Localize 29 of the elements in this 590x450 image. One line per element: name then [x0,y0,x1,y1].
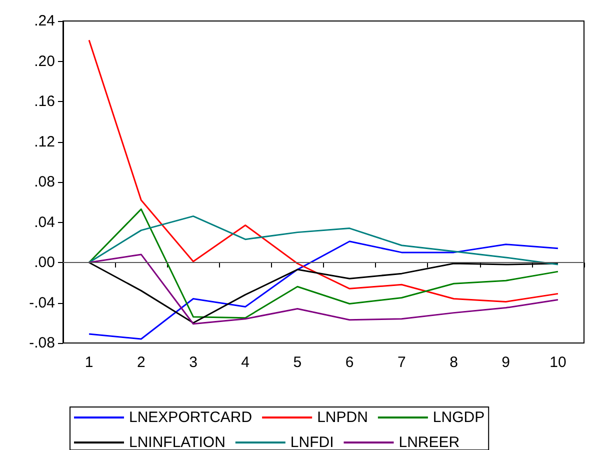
legend-label: LNEXPORTCARD [129,409,252,426]
x-tick-label: 4 [241,354,250,371]
y-tick-label: .04 [34,214,55,231]
y-tick-label: -.08 [29,334,55,352]
y-tick-label: .24 [34,12,55,30]
x-tick-label: 5 [293,354,302,371]
legend-label: LNINFLATION [129,434,226,450]
y-tick-label: .12 [34,133,55,150]
line-series [88,240,559,340]
x-tick-label: 3 [189,354,198,371]
line-series [88,39,559,302]
y-tick-label: .00 [34,254,55,271]
y-tick-label: .08 [34,174,55,190]
line-series [88,208,559,319]
x-tick-label: 6 [345,354,354,371]
line-series [88,215,559,266]
y-tick-label: .16 [34,93,55,110]
x-tick-label: 10 [550,354,566,371]
x-tick-label: 7 [397,354,406,371]
legend-label: LNFDI [290,434,334,450]
legend-label: LNGDP [432,409,485,426]
legend-label: LNPDN [317,409,368,426]
x-tick-label: 9 [502,354,510,371]
x-tick-label: 2 [136,354,146,371]
x-tick-label: 8 [450,354,458,371]
y-tick-label: .20 [34,52,55,70]
y-tick-label: -.04 [29,294,55,312]
x-tick-label: 1 [84,354,94,371]
legend-label: LNREER [398,434,460,450]
